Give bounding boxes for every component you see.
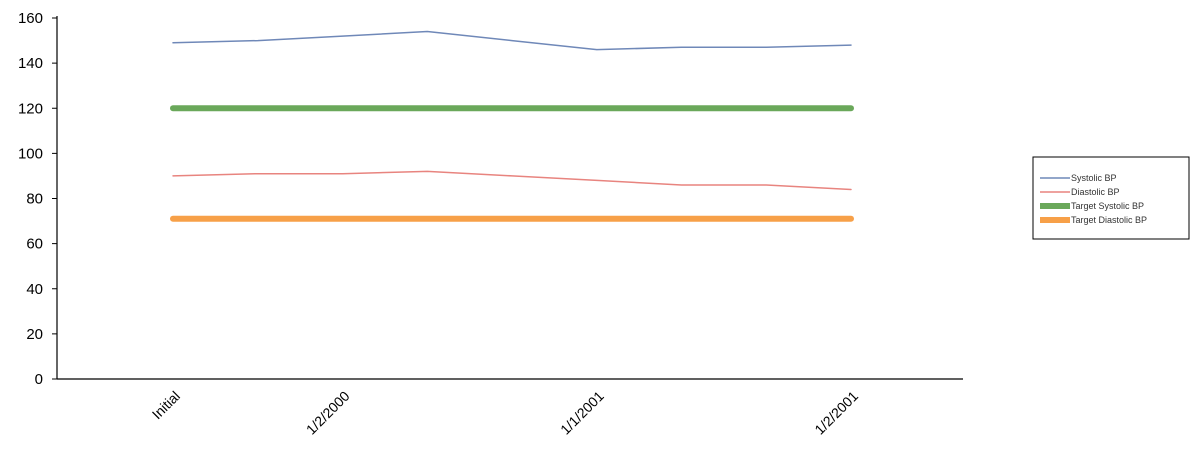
axes — [56, 16, 963, 380]
y-tick-label: 0 — [35, 371, 43, 388]
x-tick-label: 1/2/2001 — [811, 388, 861, 438]
y-tick-label: 100 — [18, 145, 43, 162]
x-tick-label: 1/1/2001 — [557, 388, 607, 438]
legend-label: Target Diastolic BP — [1071, 215, 1147, 225]
y-tick-label: 80 — [26, 191, 43, 208]
y-tick-label: 20 — [26, 326, 43, 343]
y-tick-label: 60 — [26, 236, 43, 253]
y-tick-label: 160 — [18, 10, 43, 27]
legend: Systolic BP Diastolic BP Target Systolic B… — [1032, 156, 1190, 240]
plot-area — [170, 30, 854, 222]
legend-label: Target Systolic BP — [1071, 201, 1144, 211]
legend-label: Diastolic BP — [1071, 187, 1120, 197]
y-tick-label: 40 — [26, 281, 43, 298]
y-tick-label: 120 — [18, 100, 43, 117]
series-line-systolic-bp — [172, 30, 852, 51]
y-axis-ticks: 0 20 40 60 80 100 120 140 160 — [18, 10, 57, 388]
legend-label: Systolic BP — [1071, 173, 1117, 183]
y-tick-label: 140 — [18, 55, 43, 72]
x-tick-label: 1/2/2000 — [303, 388, 353, 438]
x-axis-labels: Initial 1/2/2000 1/1/2001 1/2/2001 — [149, 388, 862, 438]
x-tick-label: Initial — [149, 388, 183, 422]
series-line-diastolic-bp — [172, 170, 852, 191]
legend-box — [1032, 156, 1190, 240]
